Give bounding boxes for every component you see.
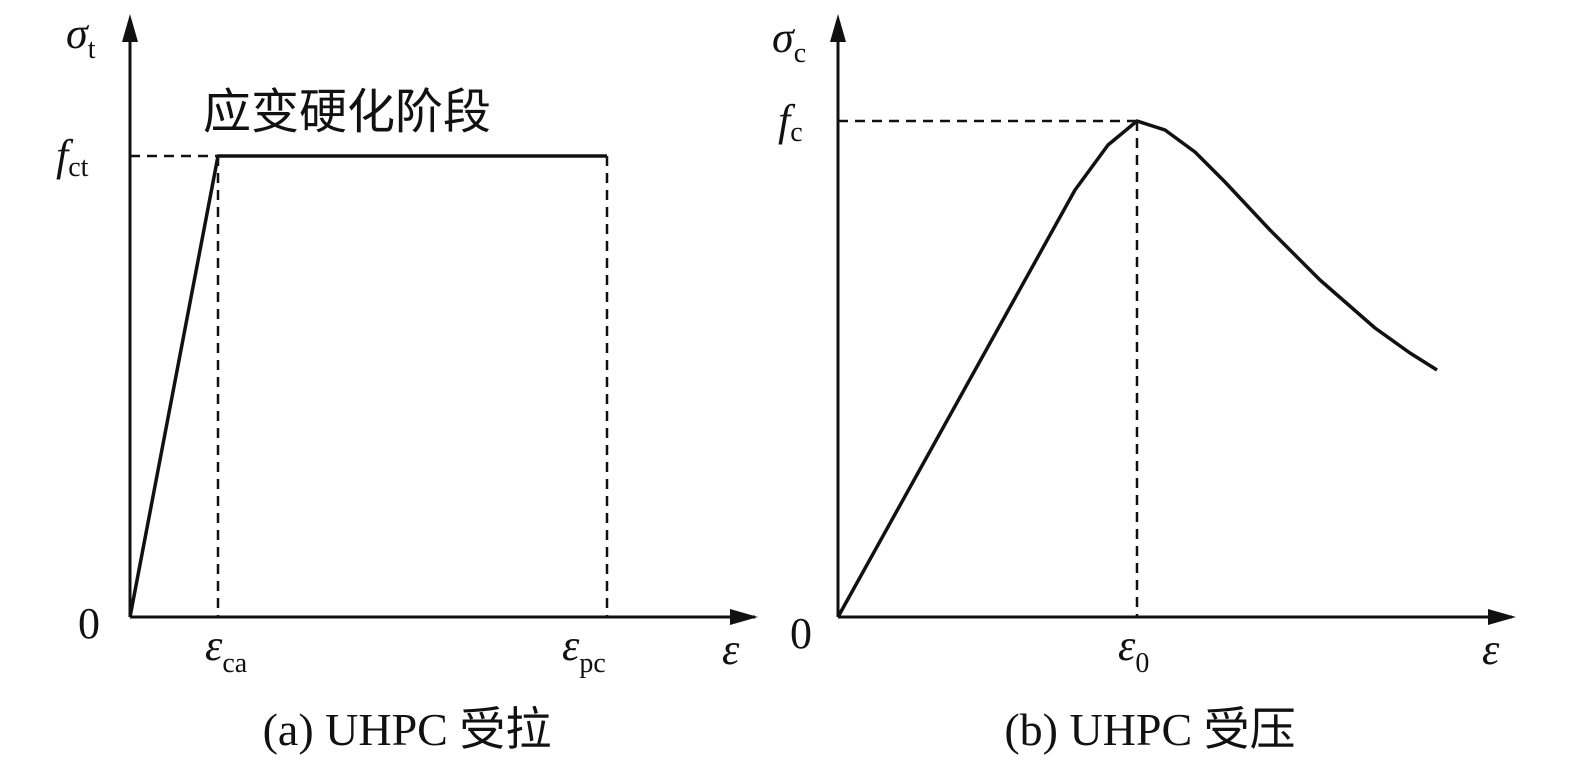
guide-lines bbox=[838, 119, 1139, 617]
stress-label: fc bbox=[778, 96, 803, 148]
symbol: ε bbox=[205, 621, 223, 670]
symbol: ε bbox=[562, 621, 580, 670]
y-arrow bbox=[122, 14, 138, 42]
caption: (a) UHPC 受拉 bbox=[263, 704, 552, 755]
axes bbox=[128, 30, 755, 619]
subscript: pc bbox=[579, 648, 605, 679]
x-label: ε bbox=[1482, 625, 1500, 674]
subscript: ca bbox=[222, 648, 247, 679]
panel-a: σt fct 0 εca εpc ε 应变硬化阶段 (a) UHPC 受拉 bbox=[56, 9, 758, 755]
axes bbox=[836, 30, 1512, 619]
strain-label: εpc bbox=[562, 621, 606, 679]
origin-label: 0 bbox=[78, 599, 100, 648]
symbol: σ bbox=[772, 13, 796, 62]
origin-label: 0 bbox=[790, 609, 812, 658]
subscript: ct bbox=[68, 152, 88, 183]
y-arrow bbox=[830, 14, 846, 42]
subscript: c bbox=[790, 117, 802, 148]
x-arrow bbox=[730, 609, 758, 625]
y-label: σc bbox=[772, 13, 806, 69]
symbol: σ bbox=[66, 9, 90, 58]
guide-lines bbox=[130, 154, 609, 617]
panel-b: σc fc 0 ε0 ε (b) UHPC 受压 bbox=[772, 13, 1516, 755]
annotation: 应变硬化阶段 bbox=[203, 86, 491, 139]
x-label: ε bbox=[722, 625, 740, 674]
subscript: c bbox=[794, 38, 806, 69]
subscript: t bbox=[88, 34, 96, 65]
stress-label: fct bbox=[56, 131, 89, 183]
x-arrow bbox=[1488, 609, 1516, 625]
stress-strain-curve bbox=[836, 119, 1438, 618]
strain-label: εca bbox=[205, 621, 248, 679]
subscript: 0 bbox=[1135, 648, 1149, 679]
y-label: σt bbox=[66, 9, 96, 65]
caption: (b) UHPC 受压 bbox=[1004, 704, 1295, 755]
strain-label: ε0 bbox=[1118, 621, 1149, 679]
symbol: ε bbox=[1118, 621, 1136, 670]
stress-strain-curve bbox=[128, 154, 607, 618]
